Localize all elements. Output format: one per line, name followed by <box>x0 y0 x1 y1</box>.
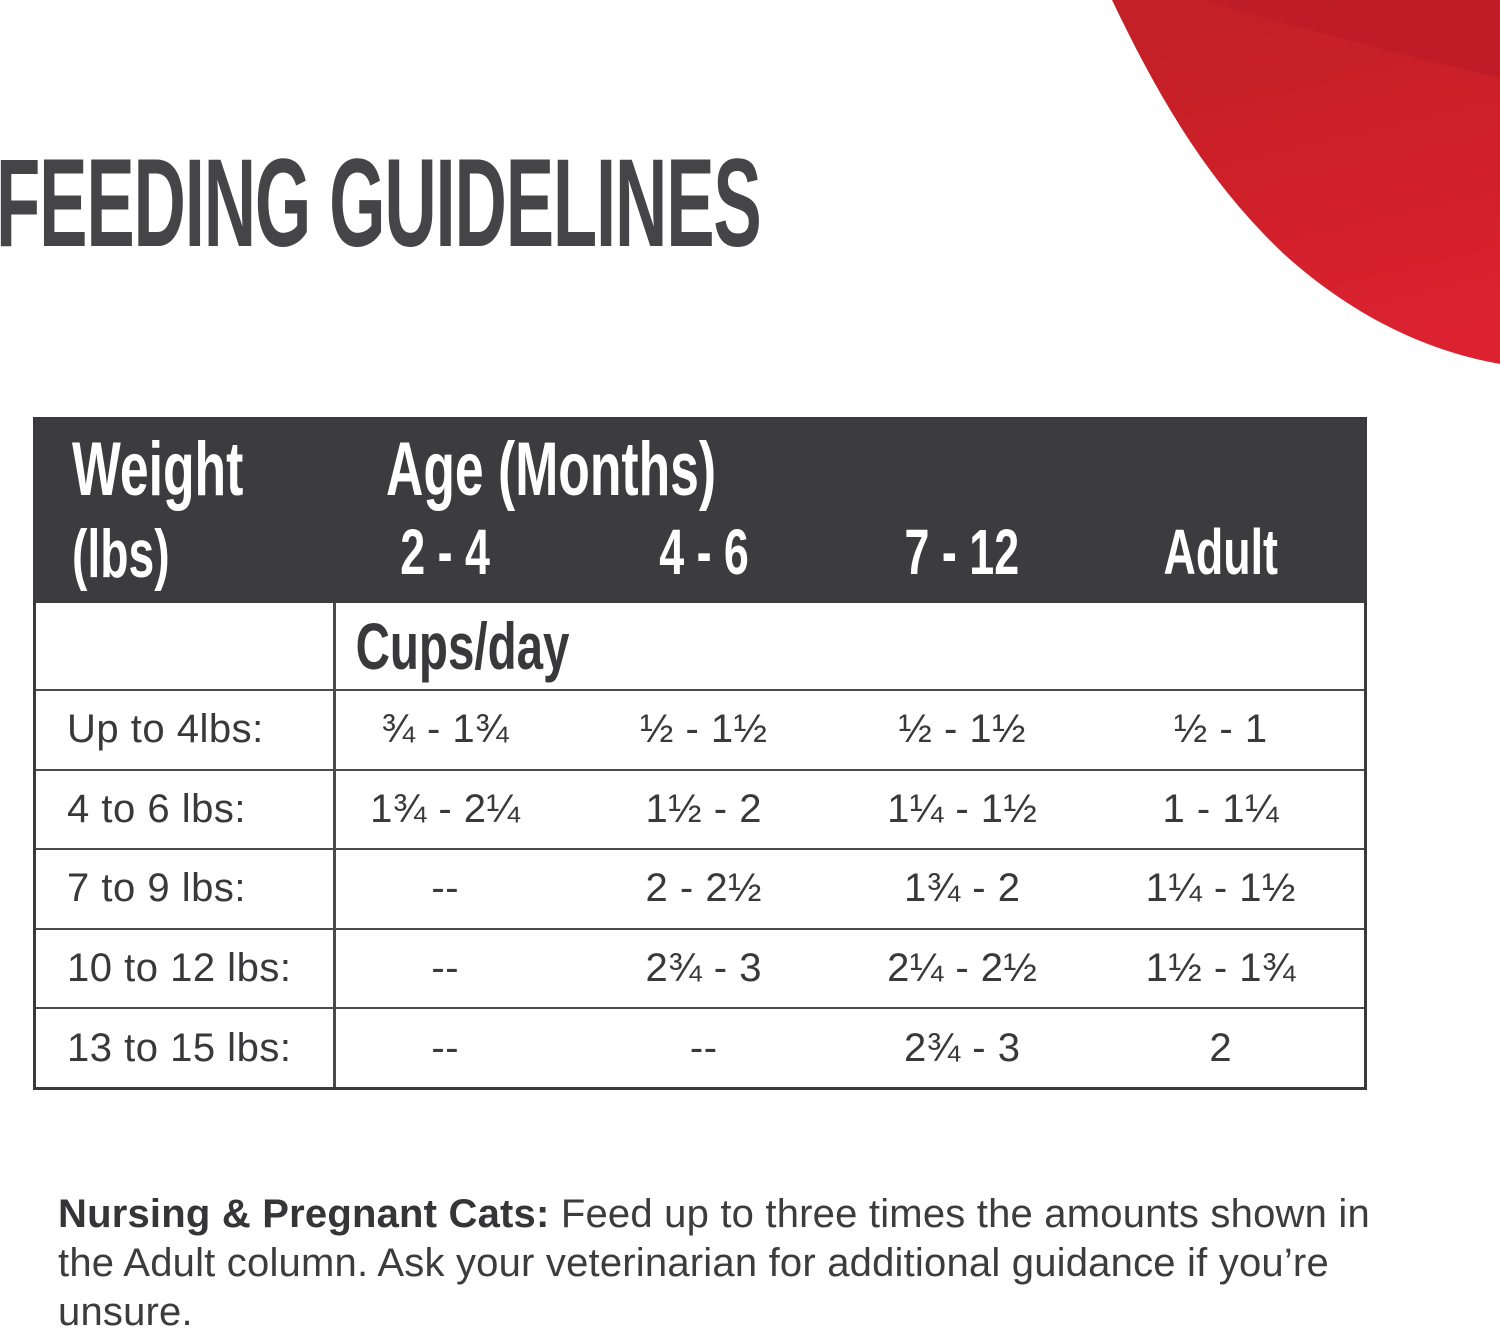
table-cell: -- <box>431 946 460 991</box>
units-label: Cups/day <box>356 609 570 683</box>
table-row: 10 to 12 lbs: -- 2¾ - 3 2¼ - 2½ 1½ - 1¾ <box>36 927 1364 1008</box>
swoosh-dark-wedge <box>1203 0 1500 78</box>
row-values: -- -- 2¾ - 3 2 <box>316 1009 1350 1087</box>
nursing-pregnant-footnote: Nursing & Pregnant Cats: Feed up to thre… <box>58 1190 1373 1337</box>
table-row: Up to 4lbs: ¾ - 1¾ ½ - 1½ ½ - 1½ ½ - 1 <box>36 689 1364 769</box>
table-cell: 1½ - 1¾ <box>1145 946 1296 991</box>
table-cell: 1¾ - 2 <box>904 866 1021 911</box>
table-cell: 1½ - 2 <box>645 786 762 831</box>
weight-column-header: Weight <box>72 427 244 512</box>
table-cell: -- <box>431 866 460 911</box>
table-cell: ½ - 1½ <box>898 707 1026 752</box>
row-values: -- 2 - 2½ 1¾ - 2 1¼ - 1½ <box>316 850 1350 928</box>
table-cell: 1¾ - 2¼ <box>370 786 521 831</box>
table-cell: 2¾ - 3 <box>645 946 762 991</box>
table-cell: -- <box>689 1025 718 1070</box>
row-label: 10 to 12 lbs: <box>67 946 292 991</box>
age-col-2-4: 2 - 4 <box>400 516 491 588</box>
table-cell: ½ - 1 <box>1173 707 1268 752</box>
table-row: 7 to 9 lbs: -- 2 - 2½ 1¾ - 2 1¼ - 1½ <box>36 848 1364 928</box>
row-values: -- 2¾ - 3 2¼ - 2½ 1½ - 1¾ <box>316 930 1350 1008</box>
table-row: 13 to 15 lbs: -- -- 2¾ - 3 2 <box>36 1007 1364 1087</box>
age-col-adult: Adult <box>1163 516 1278 588</box>
age-range-headers: 2 - 4 4 - 6 7 - 12 Adult <box>316 520 1350 584</box>
table-header: Weight (lbs) Age (Months) 2 - 4 4 - 6 7 … <box>36 420 1364 603</box>
table-cell: 2 <box>1209 1025 1233 1070</box>
row-values: 1¾ - 2¼ 1½ - 2 1¼ - 1½ 1 - 1¼ <box>316 771 1350 849</box>
weight-unit-header: (lbs) <box>72 516 170 592</box>
table-row: 4 to 6 lbs: 1¾ - 2¼ 1½ - 2 1¼ - 1½ 1 - 1… <box>36 768 1364 849</box>
row-label: 13 to 15 lbs: <box>67 1025 292 1070</box>
table-cell: ¾ - 1¾ <box>381 707 509 752</box>
row-label: 7 to 9 lbs: <box>67 866 246 911</box>
footnote-bold-lead: Nursing & Pregnant Cats: <box>58 1192 550 1236</box>
red-swoosh-graphic <box>1112 0 1500 364</box>
table-cell: 2¼ - 2½ <box>887 946 1038 991</box>
swoosh-main-shape <box>1112 0 1500 364</box>
age-col-7-12: 7 - 12 <box>904 516 1020 588</box>
row-label: 4 to 6 lbs: <box>67 786 246 831</box>
page-title: FEEDING GUIDELINES <box>0 134 762 273</box>
table-body: Up to 4lbs: ¾ - 1¾ ½ - 1½ ½ - 1½ ½ - 1 4… <box>36 689 1364 1087</box>
column-divider-line <box>333 603 336 1087</box>
row-label: Up to 4lbs: <box>67 707 264 752</box>
table-cell: ½ - 1½ <box>639 707 768 752</box>
feeding-table: Weight (lbs) Age (Months) 2 - 4 4 - 6 7 … <box>33 417 1367 1090</box>
table-cell: 1¼ - 1½ <box>887 786 1038 831</box>
units-row: Cups/day <box>36 603 1364 689</box>
age-months-header: Age (Months) <box>386 427 717 512</box>
table-cell: 2 - 2½ <box>645 866 762 911</box>
table-cell: 1¼ - 1½ <box>1145 866 1296 911</box>
row-values: ¾ - 1¾ ½ - 1½ ½ - 1½ ½ - 1 <box>316 691 1350 769</box>
table-cell: 1 - 1¼ <box>1162 786 1279 831</box>
table-cell: 2¾ - 3 <box>904 1025 1021 1070</box>
table-cell: -- <box>431 1025 460 1070</box>
age-col-4-6: 4 - 6 <box>658 516 749 588</box>
